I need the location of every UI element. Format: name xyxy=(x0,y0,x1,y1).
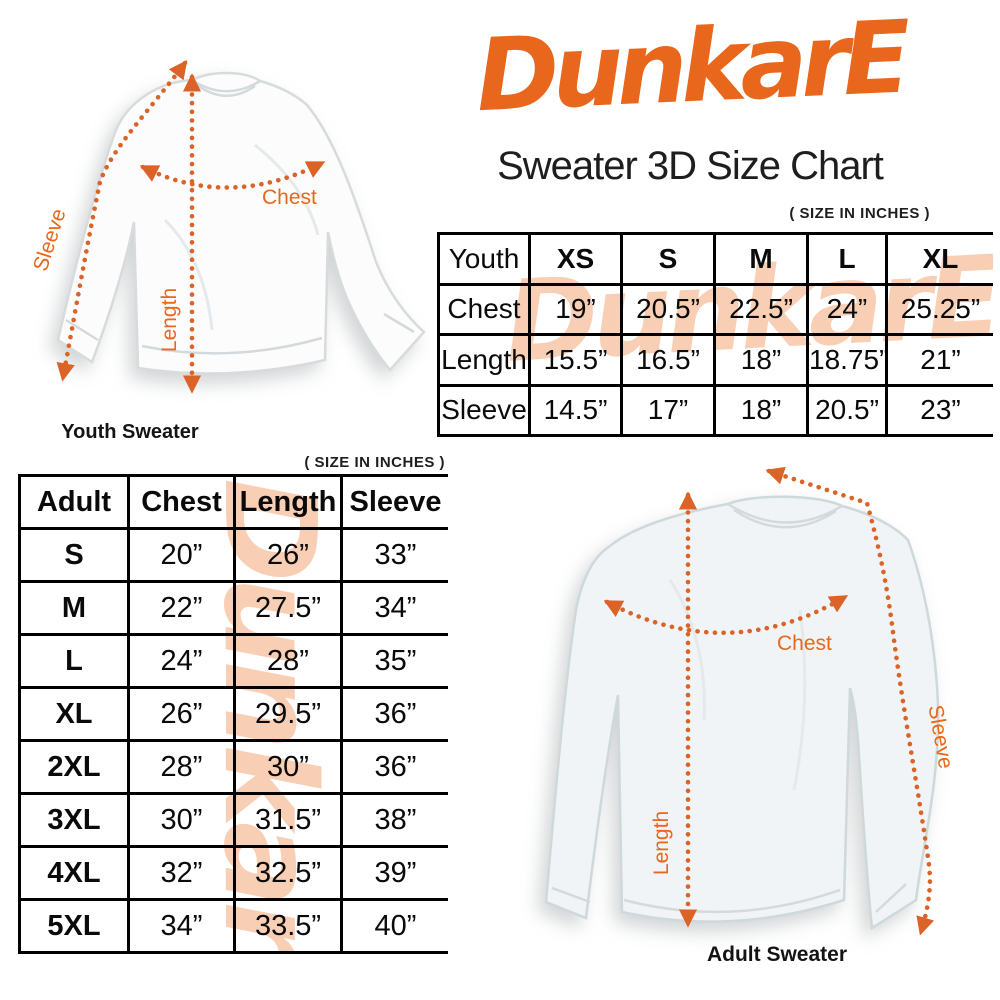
row-label: 5XL xyxy=(18,898,130,954)
adult-size-table-container: DunkarE Adult Chest Length Sleeve S 20” … xyxy=(18,474,448,954)
cell: 33” xyxy=(340,527,448,583)
adult-row-xl: XL 26” 29.5” 36” xyxy=(18,686,448,742)
adult-size-table: Adult Chest Length Sleeve S 20” 26” 33” … xyxy=(18,474,448,954)
youth-col-label: Youth xyxy=(437,232,531,286)
cell: 18” xyxy=(713,383,809,437)
youth-col-xl: XL xyxy=(885,232,993,286)
adult-row-3xl: 3XL 30” 31.5” 38” xyxy=(18,792,448,848)
cell: 17” xyxy=(620,383,716,437)
row-label: M xyxy=(18,580,130,636)
adult-chest-label: Chest xyxy=(777,632,832,655)
youth-sweater-caption: Youth Sweater xyxy=(61,421,199,443)
youth-measure-arrows: Sleeve Length Chest xyxy=(29,60,326,394)
cell: 21” xyxy=(885,333,993,387)
cell: 22.5” xyxy=(713,282,809,336)
youth-sleeve-row: Sleeve 14.5” 17” 18” 20.5” 23” xyxy=(437,383,993,437)
row-label: S xyxy=(18,527,130,583)
cell: 28” xyxy=(233,633,343,689)
cell: 18” xyxy=(713,333,809,387)
row-label: Length xyxy=(437,333,531,387)
cell: 20.5” xyxy=(620,282,716,336)
youth-sleeve-label: Sleeve xyxy=(29,206,71,274)
adult-row-l: L 24” 28” 35” xyxy=(18,633,448,689)
cell: 26” xyxy=(127,686,236,742)
cell: 30” xyxy=(127,792,236,848)
youth-col-s: S xyxy=(620,232,716,286)
cell: 29.5” xyxy=(233,686,343,742)
cell: 39” xyxy=(340,845,448,901)
adult-length-label: Length xyxy=(650,811,673,875)
cell: 15.5” xyxy=(528,333,623,387)
adult-col-label: Adult xyxy=(18,474,130,530)
adult-sweater-illustration: Chest Length Sleeve xyxy=(544,466,957,936)
cell: 14.5” xyxy=(528,383,623,437)
youth-size-table-container: DunkarE Youth XS S M L XL Chest 19” 20.5… xyxy=(437,232,993,437)
cell: 30” xyxy=(233,739,343,795)
cell: 34” xyxy=(340,580,448,636)
youth-chest-row: Chest 19” 20.5” 22.5” 24” 25.25” xyxy=(437,282,993,336)
youth-length-row: Length 15.5” 16.5” 18” 18.75” 21” xyxy=(437,333,993,387)
cell: 32.5” xyxy=(233,845,343,901)
cell: 35” xyxy=(340,633,448,689)
adult-row-5xl: 5XL 34” 33.5” 40” xyxy=(18,898,448,954)
cell: 23” xyxy=(885,383,993,437)
size-note-youth: ( SIZE IN INCHES ) xyxy=(789,205,930,222)
youth-col-xs: XS xyxy=(528,232,623,286)
row-label: XL xyxy=(18,686,130,742)
cell: 20.5” xyxy=(806,383,888,437)
cell: 25.25” xyxy=(885,282,993,336)
youth-col-m: M xyxy=(713,232,809,286)
cell: 33.5” xyxy=(233,898,343,954)
row-label: Sleeve xyxy=(437,383,531,437)
youth-chest-label: Chest xyxy=(262,186,317,209)
youth-sleeve-arrow xyxy=(56,60,188,382)
cell: 31.5” xyxy=(233,792,343,848)
adult-sweater-garment xyxy=(544,495,940,931)
adult-row-m: M 22” 27.5” 34” xyxy=(18,580,448,636)
brand-logo: DunkarE xyxy=(473,0,907,134)
cell: 19” xyxy=(528,282,623,336)
cell: 22” xyxy=(127,580,236,636)
row-label: 4XL xyxy=(18,845,130,901)
size-note-adult: ( SIZE IN INCHES ) xyxy=(304,454,445,471)
row-label: Chest xyxy=(437,282,531,336)
cell: 38” xyxy=(340,792,448,848)
row-label: 3XL xyxy=(18,792,130,848)
adult-col-length: Length xyxy=(233,474,343,530)
cell: 28” xyxy=(127,739,236,795)
youth-sweater-garment xyxy=(56,71,426,375)
youth-size-table: Youth XS S M L XL Chest 19” 20.5” 22.5” … xyxy=(437,232,993,437)
cell: 18.75” xyxy=(806,333,888,387)
adult-col-chest: Chest xyxy=(127,474,236,530)
adult-row-2xl: 2XL 28” 30” 36” xyxy=(18,739,448,795)
cell: 34” xyxy=(127,898,236,954)
adult-sleeve-arrow xyxy=(765,466,935,936)
adult-row-s: S 20” 26” 33” xyxy=(18,527,448,583)
cell: 32” xyxy=(127,845,236,901)
row-label: L xyxy=(18,633,130,689)
cell: 24” xyxy=(806,282,888,336)
adult-col-sleeve: Sleeve xyxy=(340,474,448,530)
cell: 24” xyxy=(127,633,236,689)
youth-header-row: Youth XS S M L XL xyxy=(437,232,993,286)
page-title: Sweater 3D Size Chart xyxy=(497,144,884,188)
adult-header-row: Adult Chest Length Sleeve xyxy=(18,474,448,530)
cell: 36” xyxy=(340,686,448,742)
youth-length-label: Length xyxy=(158,288,181,352)
cell: 36” xyxy=(340,739,448,795)
cell: 27.5” xyxy=(233,580,343,636)
adult-row-4xl: 4XL 32” 32.5” 39” xyxy=(18,845,448,901)
adult-sweater-caption: Adult Sweater xyxy=(706,943,848,966)
row-label: 2XL xyxy=(18,739,130,795)
cell: 16.5” xyxy=(620,333,716,387)
cell: 40” xyxy=(340,898,448,954)
cell: 20” xyxy=(127,527,236,583)
youth-col-l: L xyxy=(806,232,888,286)
youth-sweater-illustration: Sleeve Length Chest xyxy=(29,60,426,394)
cell: 26” xyxy=(233,527,343,583)
